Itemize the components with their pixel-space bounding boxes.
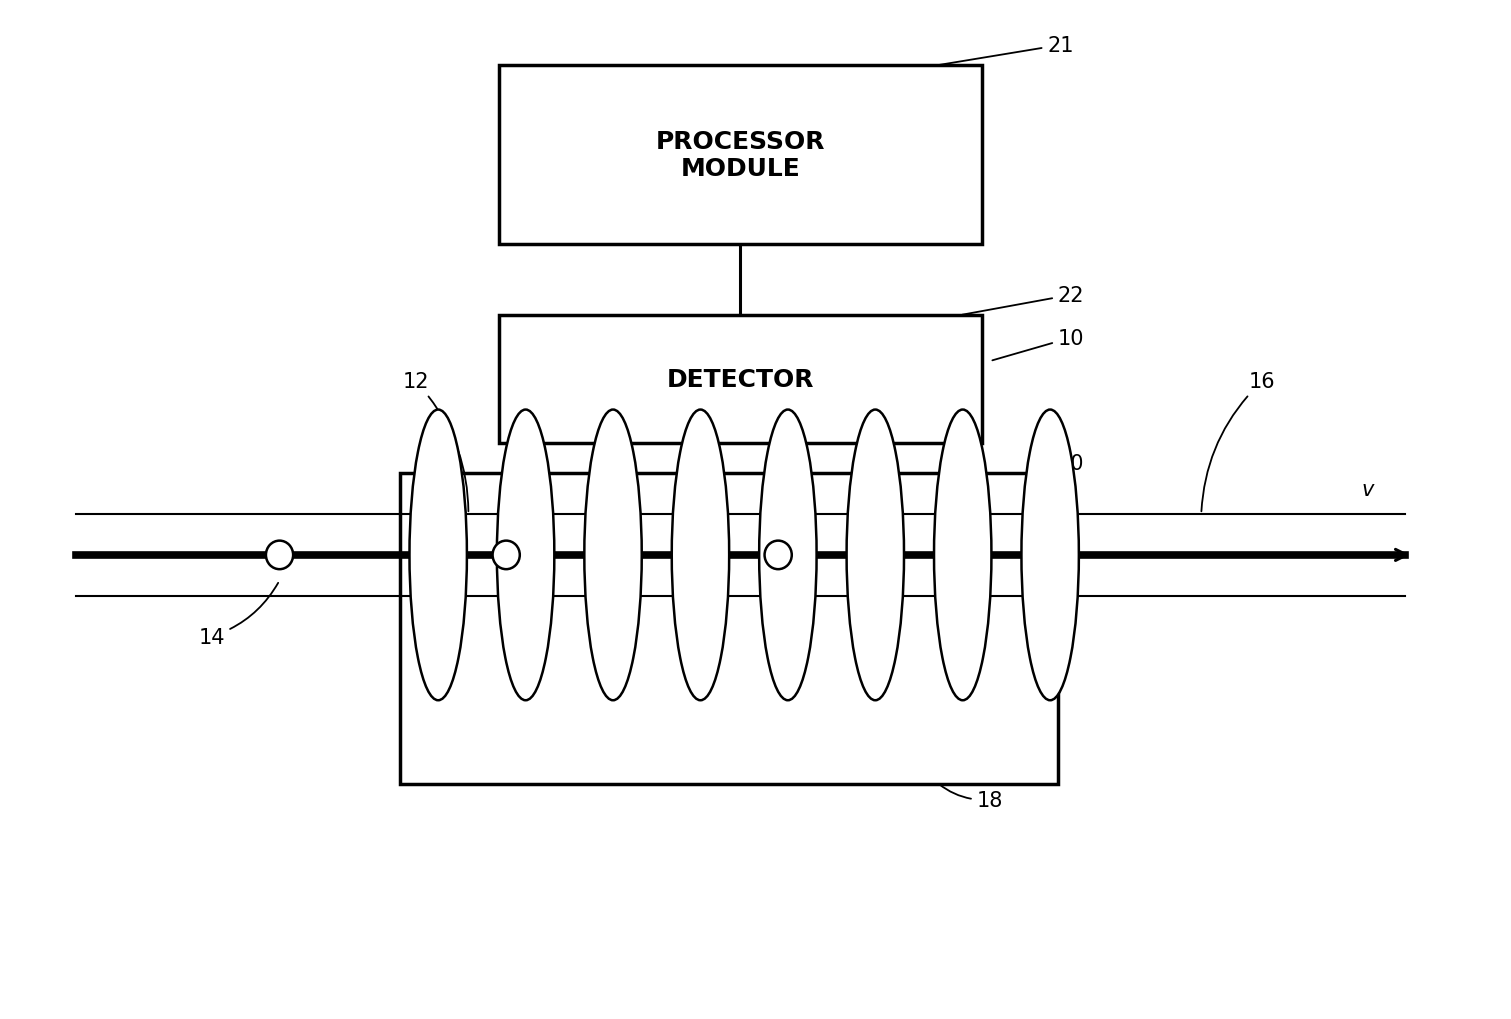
Text: 12: 12 — [402, 372, 468, 512]
Ellipse shape — [266, 541, 293, 570]
Bar — [400, 474, 1058, 785]
Text: 22: 22 — [963, 285, 1085, 316]
Ellipse shape — [497, 410, 555, 701]
Ellipse shape — [934, 410, 991, 701]
Text: 14: 14 — [198, 583, 278, 647]
Ellipse shape — [846, 410, 904, 701]
Ellipse shape — [759, 410, 816, 701]
Text: 16: 16 — [1201, 372, 1275, 512]
Bar — [499, 66, 982, 245]
Ellipse shape — [1021, 410, 1079, 701]
Ellipse shape — [493, 541, 520, 570]
Ellipse shape — [672, 410, 730, 701]
Text: v: v — [1361, 479, 1373, 499]
Text: PROCESSOR
MODULE: PROCESSOR MODULE — [656, 129, 825, 181]
Bar — [499, 316, 982, 443]
Text: 18: 18 — [938, 785, 1003, 810]
Text: 20: 20 — [1038, 453, 1085, 474]
Text: 21: 21 — [940, 36, 1074, 66]
Ellipse shape — [585, 410, 642, 701]
Text: 10: 10 — [993, 328, 1085, 361]
Ellipse shape — [765, 541, 792, 570]
Text: DETECTOR: DETECTOR — [666, 368, 814, 391]
Ellipse shape — [409, 410, 467, 701]
